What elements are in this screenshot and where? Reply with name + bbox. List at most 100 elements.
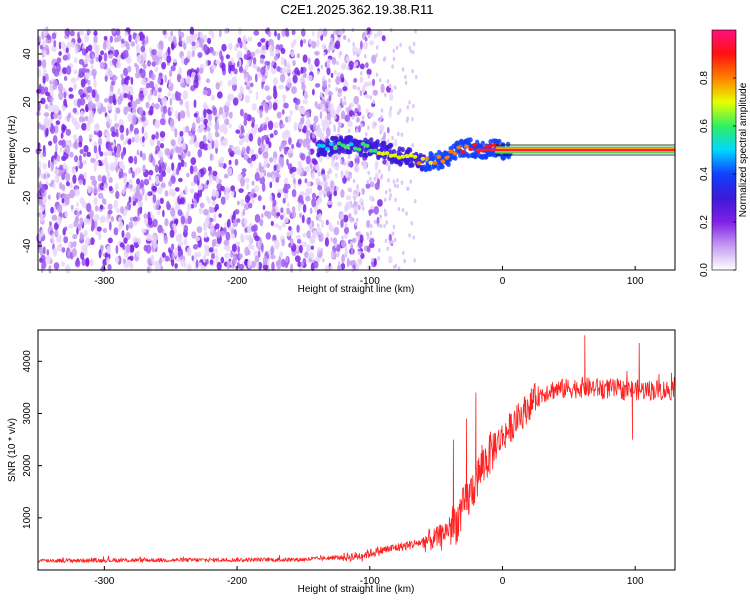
heatmap-cell	[99, 151, 104, 157]
heatmap-cell	[216, 175, 220, 185]
figure-title: C2E1.2025.362.19.38.R11	[281, 2, 434, 17]
heatmap-cell	[364, 93, 370, 99]
heatmap-cell	[137, 200, 144, 208]
heatmap-cell	[132, 236, 139, 243]
heatmap-cell	[108, 221, 112, 231]
heatmap-cell	[51, 214, 58, 221]
heatmap-cell	[43, 69, 47, 74]
heatmap-cell	[284, 27, 289, 37]
heatmap-cell	[195, 116, 201, 124]
heatmap-cell	[122, 164, 125, 171]
heatmap-cell	[199, 183, 203, 190]
ridge-cell	[358, 152, 363, 158]
heatmap-cell	[231, 243, 237, 252]
heatmap-cell	[227, 79, 232, 87]
heatmap-cell	[79, 30, 85, 36]
heatmap-cell	[143, 131, 148, 141]
heatmap-cell	[200, 265, 206, 271]
heatmap-cell	[319, 181, 324, 187]
heatmap-cell	[159, 143, 165, 149]
heatmap-cell	[238, 188, 244, 194]
heatmap-cell	[193, 174, 199, 184]
heatmap-cell	[143, 63, 147, 70]
heatmap-cell	[263, 143, 270, 153]
heatmap-cell	[214, 130, 219, 138]
heatmap-cell	[79, 97, 86, 106]
heatmap-cell	[251, 180, 255, 186]
heatmap-cell	[203, 118, 208, 125]
heatmap-cell	[224, 253, 231, 259]
heatmap-cell	[175, 187, 180, 192]
heatmap-cell	[352, 84, 356, 90]
heatmap-cell	[409, 179, 413, 184]
heatmap-cell	[89, 209, 94, 219]
heatmap-cell	[211, 188, 216, 198]
heatmap-cell	[113, 146, 117, 153]
heatmap-cell	[348, 60, 354, 70]
heatmap-cell	[221, 43, 227, 52]
heatmap-cell	[93, 187, 98, 195]
heatmap-cell	[84, 115, 88, 122]
heatmap-cell	[204, 247, 210, 257]
heatmap-cell	[244, 37, 248, 42]
heatmap-cell	[46, 249, 50, 256]
heatmap-cell	[383, 208, 387, 213]
heatmap-cell	[74, 45, 78, 54]
heatmap-cell	[80, 251, 85, 260]
heatmap-cell	[319, 103, 323, 108]
heatmap-cell	[66, 65, 72, 75]
heatmap-cell	[85, 106, 89, 112]
heatmap-cell	[297, 178, 302, 185]
heatmap-cell	[59, 234, 62, 243]
heatmap-cell	[312, 122, 317, 132]
heatmap-cell	[352, 178, 356, 184]
heatmap-cell	[172, 58, 178, 63]
heatmap-cell	[328, 194, 332, 202]
heatmap-cell	[411, 117, 414, 122]
heatmap-cell	[157, 87, 162, 93]
heatmap-cell	[371, 78, 376, 87]
heatmap-cell	[155, 262, 159, 272]
heatmap-cell	[161, 112, 166, 119]
heatmap-cell	[271, 208, 277, 217]
colorbar-tick-label: 0.2	[699, 215, 710, 229]
heatmap-cell	[162, 29, 167, 36]
heatmap-cell	[47, 194, 51, 200]
heatmap-cell	[98, 231, 102, 241]
heatmap-cell	[333, 124, 336, 129]
heatmap-cell	[136, 149, 140, 156]
heatmap-cell	[186, 50, 192, 60]
heatmap-cell	[72, 234, 78, 240]
heatmap-cell	[147, 226, 151, 232]
heatmap-cell	[55, 143, 58, 153]
heatmap-cell	[171, 251, 175, 260]
heatmap-cell	[119, 124, 125, 134]
heatmap-cell	[352, 42, 355, 47]
heatmap-cell	[88, 101, 94, 111]
ridge-highlight	[364, 143, 370, 148]
heatmap-cell	[379, 124, 385, 132]
heatmap-cell	[289, 109, 293, 116]
heatmap-cell	[107, 263, 112, 271]
heatmap-cell	[112, 58, 117, 66]
heatmap-cell	[227, 167, 233, 176]
heatmap-cell	[254, 48, 261, 54]
heatmap-cell	[220, 185, 226, 192]
heatmap-cell	[156, 210, 161, 216]
heatmap-cell	[127, 184, 133, 189]
heatmap-cell	[61, 125, 67, 131]
heatmap-cell	[197, 128, 203, 134]
heatmap-cell	[199, 140, 205, 150]
heatmap-cell	[42, 246, 46, 255]
heatmap-cell	[147, 257, 152, 266]
ridge-cell	[466, 153, 471, 159]
heatmap-cell	[211, 239, 215, 249]
heatmap-cell	[302, 233, 307, 238]
heatmap-cell	[327, 200, 333, 205]
heatmap-cell	[186, 202, 192, 211]
heatmap-cell	[387, 167, 391, 172]
heatmap-cell	[311, 41, 317, 49]
heatmap-cell	[160, 104, 164, 113]
heatmap-cell	[291, 206, 296, 214]
heatmap-cell	[392, 179, 396, 184]
